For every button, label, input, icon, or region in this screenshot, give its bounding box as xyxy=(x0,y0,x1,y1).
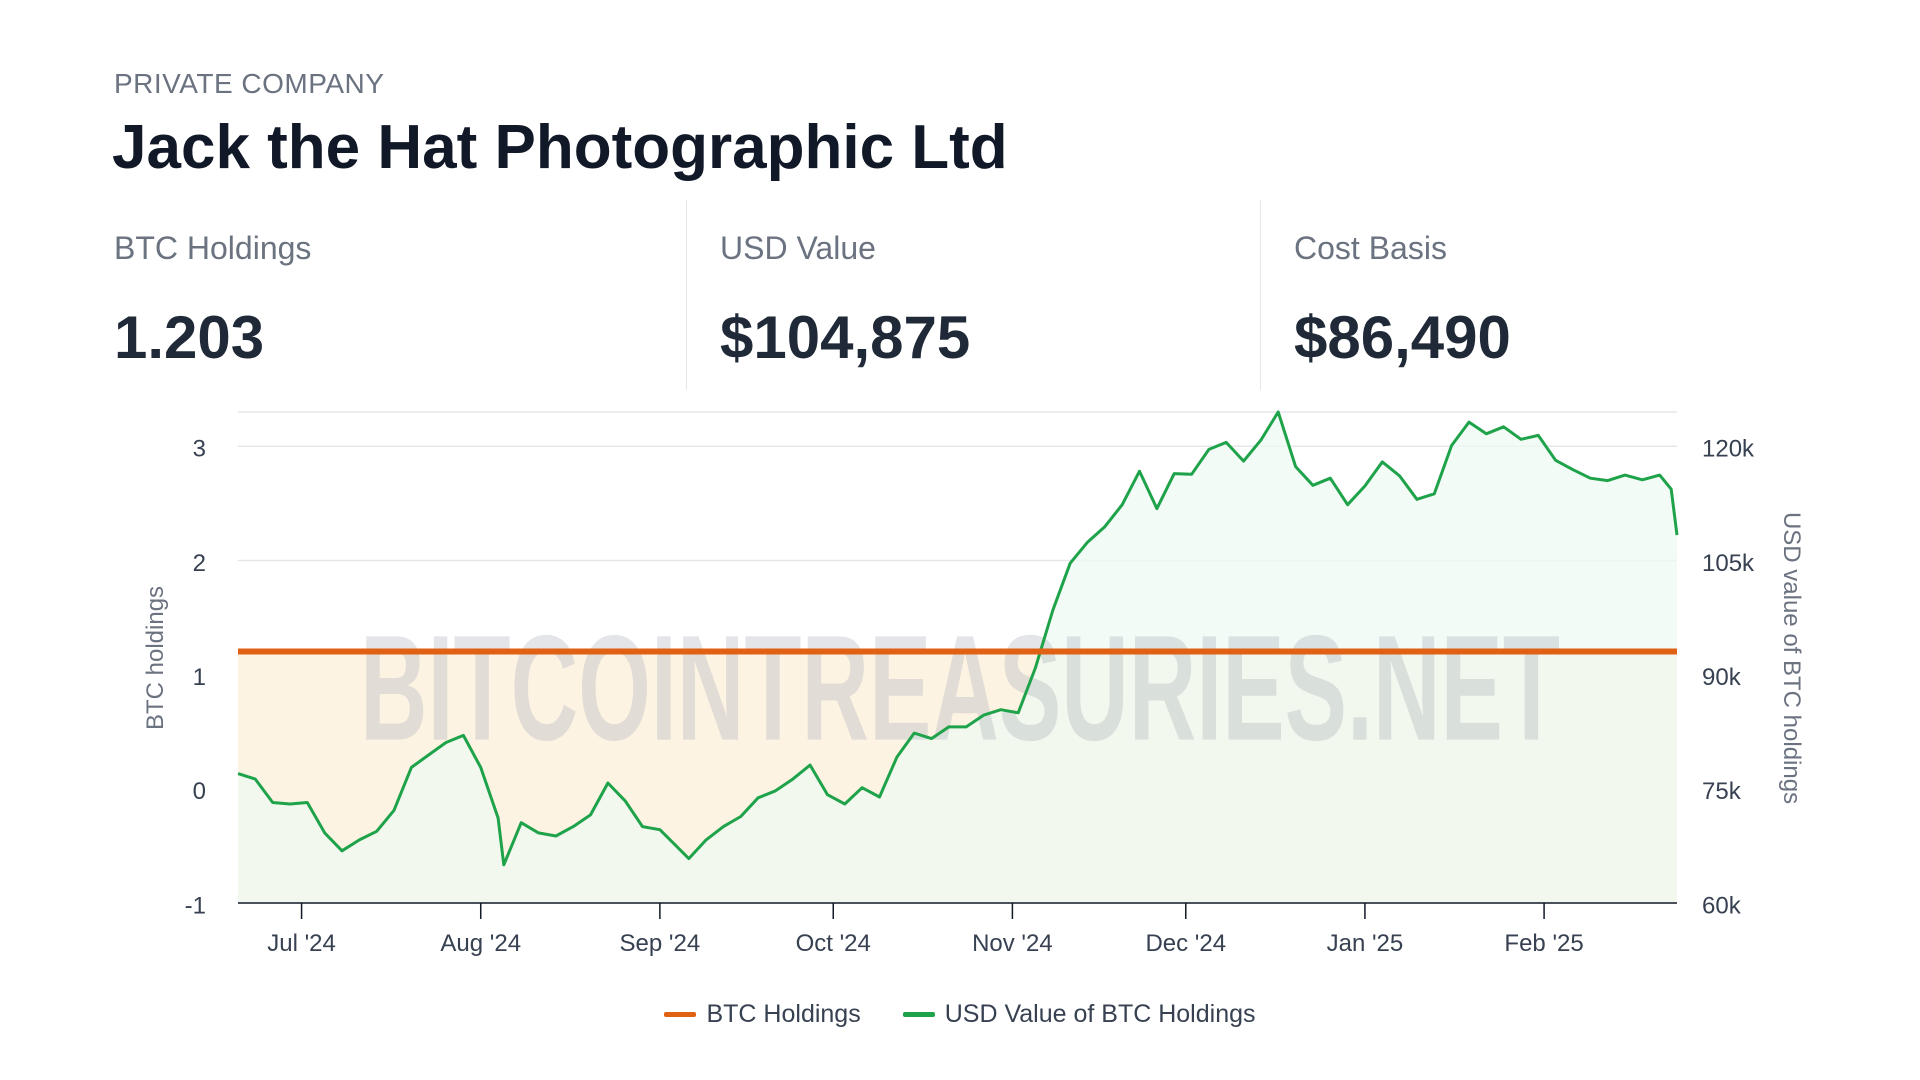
chart-legend: BTC Holdings USD Value of BTC Holdings xyxy=(0,1000,1920,1029)
usd-value-line xyxy=(237,410,1679,867)
series-lines xyxy=(237,410,1679,867)
holdings-chart: BITCOINTREASURIES.NET -1 0 1 2 3 60k 75k 90k 105… xyxy=(142,410,1805,957)
legend-swatch-green xyxy=(902,1012,935,1017)
usd-area-fill xyxy=(238,412,1677,903)
stat-divider xyxy=(1260,200,1261,390)
y-tick-label-right: 120k xyxy=(1702,436,1755,463)
stat-label: Cost Basis xyxy=(1294,230,1447,266)
stat-value: 1.203 xyxy=(114,304,265,371)
axes: -1 0 1 2 3 60k 75k 90k 105k 120k Jul '24 Aug '24 Sep… xyxy=(185,436,1755,957)
legend-item-btc-holdings[interactable]: BTC Holdings xyxy=(664,1000,861,1029)
y-axis-left-label: BTC holdings xyxy=(142,586,169,730)
x-tick-label: Feb '25 xyxy=(1504,930,1583,957)
y-tick-label-left: 0 xyxy=(193,778,206,805)
company-name: Jack the Hat Photographic Ltd xyxy=(112,113,1008,182)
x-tick-label: Jan '25 xyxy=(1327,930,1404,957)
y-tick-label-right: 60k xyxy=(1702,892,1742,919)
stat-btc-holdings: BTC Holdings 1.203 xyxy=(114,200,311,390)
legend-swatch-orange xyxy=(664,1012,697,1017)
y-tick-label-left: 1 xyxy=(193,664,206,691)
legend-label: BTC Holdings xyxy=(706,1000,861,1028)
legend-label: USD Value of BTC Holdings xyxy=(944,1000,1256,1028)
y-tick-label-left: -1 xyxy=(185,892,206,919)
stat-usd-value: USD Value $104,875 xyxy=(720,200,970,390)
x-tick-label: Aug '24 xyxy=(440,930,521,957)
stat-cost-basis: Cost Basis $86,490 xyxy=(1294,200,1511,390)
y-tick-label-right: 105k xyxy=(1702,550,1755,577)
y-tick-label-right: 90k xyxy=(1702,664,1742,691)
x-tick-label: Nov '24 xyxy=(972,930,1053,957)
stats-row: BTC Holdings 1.203 USD Value $104,875 Co… xyxy=(0,200,1920,390)
area-fills xyxy=(238,412,1677,903)
x-tick-label: Jul '24 xyxy=(267,930,336,957)
legend-item-usd-value[interactable]: USD Value of BTC Holdings xyxy=(902,1000,1256,1029)
watermark: BITCOINTREASURIES.NET xyxy=(360,604,1560,772)
y-tick-label-right: 75k xyxy=(1702,778,1742,805)
x-tick-label: Dec '24 xyxy=(1145,930,1226,957)
y-tick-label-left: 3 xyxy=(193,436,206,463)
stat-label: BTC Holdings xyxy=(114,230,312,266)
stat-label: USD Value xyxy=(720,230,876,266)
x-tick-label: Oct '24 xyxy=(796,930,871,957)
x-tick-label: Sep '24 xyxy=(620,930,701,957)
y-axis-right-label: USD value of BTC holdings xyxy=(1778,512,1805,804)
stat-value: $104,875 xyxy=(720,304,971,371)
y-tick-label-left: 2 xyxy=(193,550,206,577)
company-category: PRIVATE COMPANY xyxy=(114,68,385,99)
stat-value: $86,490 xyxy=(1294,304,1511,371)
stat-divider xyxy=(686,200,687,390)
